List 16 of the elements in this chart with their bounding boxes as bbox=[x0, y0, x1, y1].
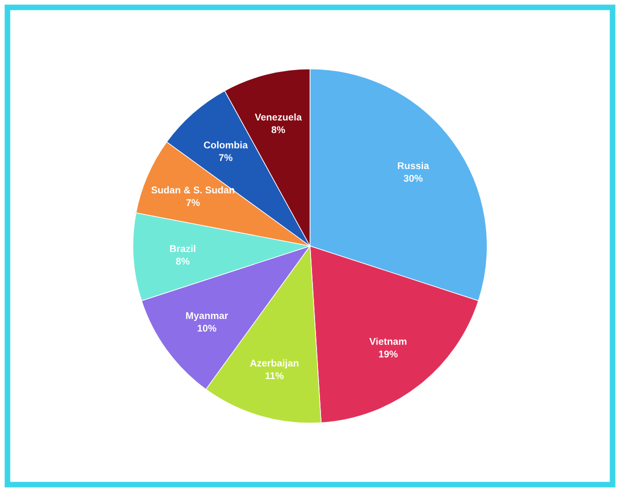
data-label: 7% bbox=[219, 154, 232, 162]
slice-label: Azerbaijan bbox=[250, 359, 298, 368]
data-label: 30% bbox=[404, 174, 423, 182]
data-label: 19% bbox=[379, 350, 398, 358]
data-label: 7% bbox=[186, 199, 200, 206]
data-label: 11% bbox=[266, 372, 284, 380]
slice-label: Venezuela bbox=[254, 113, 302, 121]
slice-label: Myanmar bbox=[186, 312, 228, 321]
data-label: 8% bbox=[176, 258, 190, 265]
slice-label: Brazil bbox=[170, 244, 196, 252]
data-label: 8% bbox=[272, 126, 286, 134]
slice-label: Colombia bbox=[204, 141, 248, 148]
slice-label: Vietnam bbox=[369, 338, 406, 345]
slice-label: Russia bbox=[398, 162, 430, 170]
data-label: 10% bbox=[198, 324, 216, 332]
slice-label: Sudan & S. Sudan bbox=[151, 186, 234, 194]
